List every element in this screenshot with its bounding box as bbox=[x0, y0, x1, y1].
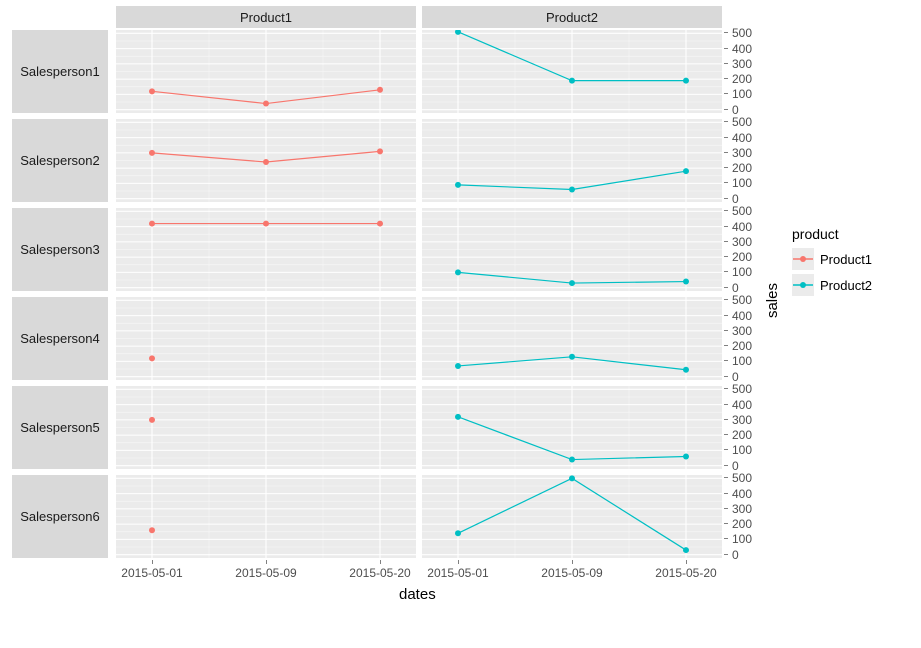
y-tick-label: 500 bbox=[732, 204, 752, 218]
x-axis-title: dates bbox=[399, 586, 436, 603]
x-tick-label: 2015-05-01 bbox=[427, 566, 488, 580]
y-tick-label: 500 bbox=[732, 471, 752, 485]
y-tick-label: 200 bbox=[732, 428, 752, 442]
row-strip: Salesperson4 bbox=[12, 297, 108, 380]
x-tick-label: 2015-05-01 bbox=[121, 566, 182, 580]
y-tick-label: 100 bbox=[732, 87, 752, 101]
x-tick-label: 2015-05-09 bbox=[235, 566, 296, 580]
row-strip-label: Salesperson2 bbox=[20, 153, 100, 168]
legend-title: product bbox=[792, 226, 872, 242]
x-tick-label: 2015-05-09 bbox=[541, 566, 602, 580]
y-tick-label: 100 bbox=[732, 443, 752, 457]
row-strip: Salesperson2 bbox=[12, 119, 108, 202]
legend-item: Product2 bbox=[792, 274, 872, 296]
x-tick-label: 2015-05-20 bbox=[349, 566, 410, 580]
panel bbox=[422, 208, 722, 291]
y-tick-label: 400 bbox=[732, 398, 752, 412]
row-strip-label: Salesperson3 bbox=[20, 242, 100, 257]
row-strip-label: Salesperson5 bbox=[20, 420, 100, 435]
panel bbox=[116, 297, 416, 380]
y-tick-label: 0 bbox=[732, 548, 739, 562]
panel bbox=[422, 386, 722, 469]
legend-key-icon bbox=[792, 248, 814, 270]
y-axis-title: sales bbox=[764, 283, 781, 318]
y-tick-label: 100 bbox=[732, 176, 752, 190]
y-tick-label: 300 bbox=[732, 502, 752, 516]
col-strip-label: Product1 bbox=[240, 10, 292, 25]
row-strip: Salesperson1 bbox=[12, 30, 108, 113]
y-tick-label: 500 bbox=[732, 293, 752, 307]
col-strip-label: Product2 bbox=[546, 10, 598, 25]
panel bbox=[116, 208, 416, 291]
y-tick-label: 300 bbox=[732, 235, 752, 249]
panel bbox=[422, 475, 722, 558]
y-tick-label: 100 bbox=[732, 265, 752, 279]
y-tick-label: 200 bbox=[732, 517, 752, 531]
panel bbox=[116, 30, 416, 113]
panel bbox=[422, 297, 722, 380]
y-tick-label: 300 bbox=[732, 413, 752, 427]
y-tick-label: 300 bbox=[732, 146, 752, 160]
x-tick-label: 2015-05-20 bbox=[655, 566, 716, 580]
col-strip: Product1 bbox=[116, 6, 416, 28]
row-strip-label: Salesperson1 bbox=[20, 64, 100, 79]
y-tick-label: 400 bbox=[732, 487, 752, 501]
legend: product Product1 Product2 bbox=[792, 226, 872, 300]
panel bbox=[116, 119, 416, 202]
panel bbox=[422, 30, 722, 113]
panel bbox=[116, 475, 416, 558]
legend-key-icon bbox=[792, 274, 814, 296]
y-tick-label: 500 bbox=[732, 382, 752, 396]
y-tick-label: 400 bbox=[732, 42, 752, 56]
legend-item-label: Product2 bbox=[820, 278, 872, 293]
facet-chart: Product1 Product2 Salesperson1 Salesperson2… bbox=[0, 0, 921, 648]
row-strip: Salesperson5 bbox=[12, 386, 108, 469]
panel bbox=[116, 386, 416, 469]
y-tick-label: 500 bbox=[732, 26, 752, 40]
col-strip: Product2 bbox=[422, 6, 722, 28]
y-tick-label: 400 bbox=[732, 309, 752, 323]
panel bbox=[422, 119, 722, 202]
y-tick-label: 500 bbox=[732, 115, 752, 129]
y-tick-label: 200 bbox=[732, 339, 752, 353]
row-strip: Salesperson6 bbox=[12, 475, 108, 558]
y-tick-label: 200 bbox=[732, 72, 752, 86]
y-tick-label: 300 bbox=[732, 57, 752, 71]
y-tick-label: 400 bbox=[732, 131, 752, 145]
y-tick-label: 200 bbox=[732, 161, 752, 175]
y-tick-label: 300 bbox=[732, 324, 752, 338]
y-tick-label: 100 bbox=[732, 532, 752, 546]
legend-item: Product1 bbox=[792, 248, 872, 270]
row-strip: Salesperson3 bbox=[12, 208, 108, 291]
y-tick-label: 400 bbox=[732, 220, 752, 234]
y-tick-label: 200 bbox=[732, 250, 752, 264]
y-tick-label: 100 bbox=[732, 354, 752, 368]
legend-item-label: Product1 bbox=[820, 252, 872, 267]
row-strip-label: Salesperson6 bbox=[20, 509, 100, 524]
row-strip-label: Salesperson4 bbox=[20, 331, 100, 346]
